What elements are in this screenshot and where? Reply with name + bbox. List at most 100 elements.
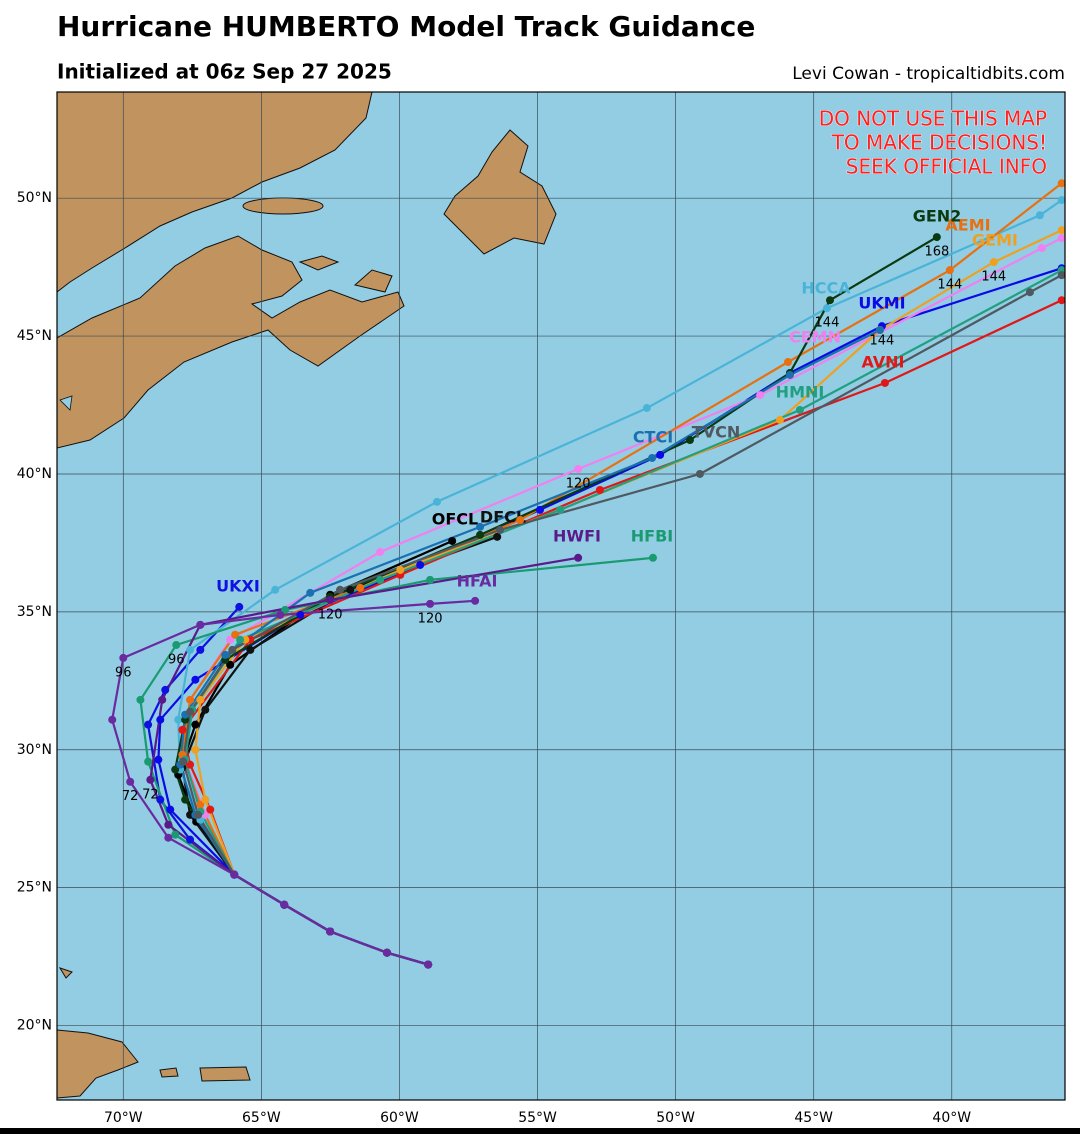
track-point — [144, 720, 153, 729]
track-point — [785, 370, 794, 379]
land-island — [58, 967, 73, 979]
track-point — [161, 685, 170, 694]
hour-label: 96 — [115, 665, 132, 680]
track-point — [280, 900, 289, 909]
hour-label: 72 — [142, 787, 159, 802]
track-point — [174, 715, 183, 724]
ocean — [57, 92, 1065, 1100]
track-point — [154, 755, 163, 764]
track-point — [196, 620, 205, 629]
hour-label: 144 — [981, 270, 1006, 285]
track-point — [276, 610, 285, 619]
track-point — [1057, 226, 1065, 235]
tick-labels: 70°W 65°W 60°W 55°W 50°W 45°W 40°W 20°N 25°N 30°N… — [17, 190, 972, 1126]
track-point — [196, 645, 205, 654]
track-point — [156, 795, 165, 804]
warning-line: DO NOT USE THIS MAP — [819, 107, 1047, 131]
lon-tick-label: 55°W — [518, 1110, 557, 1126]
track-point — [191, 720, 200, 729]
track-point — [201, 705, 210, 714]
track-point — [476, 522, 485, 531]
track-point — [756, 391, 765, 400]
track-point — [875, 326, 884, 335]
track-point — [1057, 271, 1065, 280]
model-label: UKXI — [216, 577, 260, 596]
track-point — [186, 760, 195, 769]
track-point — [784, 357, 793, 366]
track-point — [136, 695, 145, 704]
hour-label: 120 — [318, 607, 343, 622]
model-label: AEMI — [945, 216, 990, 235]
lon-tick-label: 65°W — [242, 1110, 281, 1126]
track-point — [146, 775, 155, 784]
track-point — [281, 605, 290, 614]
track-point — [1037, 244, 1046, 253]
track-point — [448, 536, 457, 545]
track-point — [156, 715, 165, 724]
model-label: AVNI — [861, 353, 904, 372]
model-label: DFCL — [480, 508, 526, 527]
model-label: OFCL — [432, 510, 478, 529]
track-point — [181, 795, 190, 804]
lat-tick-label: 45°N — [17, 328, 52, 344]
track-point — [201, 795, 210, 804]
track-point — [231, 630, 240, 639]
track-point — [476, 530, 485, 539]
track-point — [108, 715, 117, 724]
track-point — [296, 610, 305, 619]
track-point — [574, 553, 583, 562]
track-point — [186, 835, 195, 844]
track-point — [536, 505, 545, 514]
track-point — [685, 436, 694, 445]
track-point — [206, 805, 215, 814]
warning-line: TO MAKE DECISIONS! — [831, 131, 1047, 155]
lat-tick-label: 40°N — [17, 466, 52, 482]
hour-label: 144 — [869, 334, 894, 349]
track-point — [326, 595, 335, 604]
model-label: HWFI — [553, 527, 601, 546]
track-point — [376, 575, 385, 584]
track-point — [795, 405, 804, 414]
land-north-shore — [57, 92, 373, 293]
track-point — [642, 404, 651, 413]
track-point — [246, 645, 255, 654]
track-point — [172, 640, 181, 649]
land-pei — [298, 255, 340, 271]
track-point — [235, 602, 244, 611]
track-point — [656, 450, 665, 459]
land-cape-breton — [353, 269, 393, 293]
model-label: GEN2 — [913, 207, 962, 226]
track-point — [326, 927, 335, 936]
lat-tick-label: 25°N — [17, 880, 52, 896]
track-point — [236, 635, 245, 644]
model-label: GEMI — [972, 231, 1018, 250]
lon-tick-label: 40°W — [932, 1110, 971, 1126]
track-point — [695, 469, 704, 478]
track-point — [556, 505, 565, 514]
track-point — [1025, 288, 1034, 297]
hour-label: 144 — [815, 316, 840, 331]
model-label: HMNI — [776, 383, 825, 402]
lon-tick-label: 45°W — [794, 1110, 833, 1126]
lake — [59, 395, 73, 411]
track-point — [989, 258, 998, 267]
track-point — [271, 585, 280, 594]
land-anticosti — [242, 197, 324, 215]
land-newfoundland — [443, 129, 557, 255]
track-point — [179, 757, 188, 766]
track-point — [144, 757, 153, 766]
track-point — [306, 588, 315, 597]
map-frame — [56, 91, 1066, 1101]
model-label: TVCN — [692, 423, 740, 442]
track-point — [648, 553, 657, 562]
track-point — [346, 585, 355, 594]
subtitle: Initialized at 06z Sep 27 2025 — [57, 60, 392, 84]
track-point — [471, 596, 480, 605]
track-point — [191, 675, 200, 684]
lon-tick-label: 50°W — [656, 1110, 695, 1126]
track-point — [1057, 296, 1065, 305]
hour-label: 96 — [168, 652, 185, 667]
track-point — [775, 415, 784, 424]
